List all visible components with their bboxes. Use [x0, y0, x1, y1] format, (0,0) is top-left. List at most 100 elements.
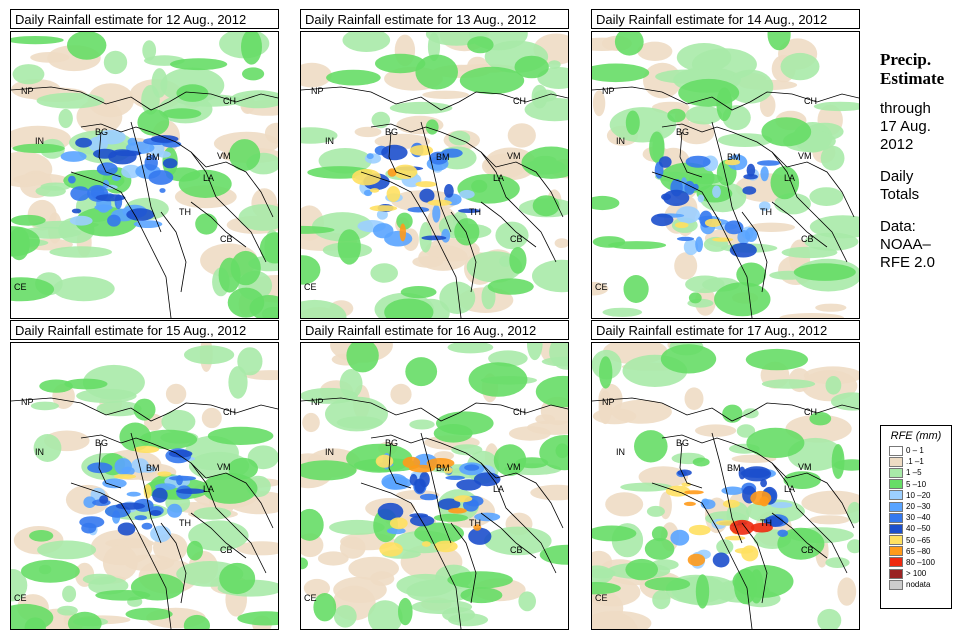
rainfall-area: [674, 222, 689, 229]
rainfall-area: [695, 236, 703, 253]
rainfall-area: [652, 590, 671, 610]
country-border: [11, 397, 170, 422]
rainfall-area: [724, 535, 746, 541]
country-border: [150, 131, 207, 168]
country-label-ce: CE: [304, 593, 317, 603]
panel-title: Daily Rainfall estimate for 14 Aug., 201…: [591, 9, 860, 29]
rainfall-area: [11, 277, 55, 302]
country-border: [495, 472, 564, 529]
country-label-cb: CB: [801, 545, 814, 555]
rainfall-area: [237, 347, 263, 376]
rainfall-area: [52, 276, 115, 302]
rainfall-area: [457, 174, 520, 204]
rainfall-area: [301, 127, 338, 144]
panel-title: Daily Rainfall estimate for 17 Aug., 201…: [591, 320, 860, 340]
rainfall-area: [780, 52, 820, 81]
rainfall-area: [704, 218, 722, 228]
rainfall-area: [102, 179, 110, 189]
legend-label: 20 –30: [906, 502, 931, 512]
rainfall-area: [677, 469, 692, 476]
rainfall-area: [554, 238, 568, 248]
rainfall-area: [11, 569, 28, 602]
rainfall-area: [113, 474, 137, 479]
rainfall-area: [96, 401, 142, 417]
rainfall-area: [683, 238, 699, 256]
rainfall-area: [779, 313, 844, 318]
rainfall-area: [241, 32, 262, 65]
rainfall-area: [161, 409, 196, 434]
map-canvas: NP CH IN BG BM VM LA TH CB CE: [11, 32, 278, 318]
rainfall-area: [532, 259, 568, 293]
country-border: [70, 171, 172, 318]
rainfall-area: [370, 263, 398, 283]
rainfall-area: [33, 434, 62, 462]
rainfall-area: [83, 496, 96, 508]
rainfall-area: [608, 241, 667, 250]
rainfall-area: [468, 527, 492, 545]
rainfall-area: [685, 105, 722, 125]
rainfall-area: [785, 414, 852, 443]
rainfall-legend: RFE (mm) 0 – 1.1 –1 1 –5 5 –10 10 –20 20 –30…: [880, 425, 952, 609]
country-border: [711, 432, 743, 544]
country-border: [771, 462, 848, 574]
rainfall-area: [237, 611, 278, 626]
rainfall-area: [133, 445, 160, 453]
map-canvas: NP CH IN BG BM VM LA TH CB CE: [592, 343, 859, 629]
legend-swatch: [889, 490, 903, 501]
rainfall-area: [448, 507, 467, 514]
rainfall-area: [40, 182, 71, 191]
panel-title: Daily Rainfall estimate for 12 Aug., 201…: [10, 9, 279, 29]
country-label-bm: BM: [727, 463, 741, 473]
country-border: [651, 171, 753, 318]
country-label-cb: CB: [220, 545, 233, 555]
legend-swatch: [889, 479, 903, 490]
panel-title: Daily Rainfall estimate for 15 Aug., 201…: [10, 320, 279, 340]
rainfall-area: [473, 524, 482, 531]
rainfall-area: [611, 399, 672, 424]
rainfall-area: [165, 383, 187, 405]
legend-item: .1 –1: [881, 456, 951, 467]
country-label-ce: CE: [304, 282, 317, 292]
rainfall-area: [386, 527, 406, 535]
rainfall-area: [592, 281, 609, 296]
legend-item: 30 –40: [881, 512, 951, 523]
rainfall-area: [471, 179, 488, 193]
country-label-la: LA: [203, 484, 214, 494]
country-border: [301, 397, 460, 422]
legend-swatch: [889, 501, 903, 512]
rainfall-area: [484, 147, 537, 181]
country-border: [190, 512, 247, 559]
rainfall-area: [592, 611, 652, 629]
rainfall-area: [712, 237, 734, 242]
rainfall-area: [422, 90, 469, 99]
rainfall-area: [69, 215, 93, 226]
country-border: [370, 123, 442, 133]
rainfall-area: [150, 525, 172, 543]
rainfall-area: [541, 356, 568, 367]
rainfall-area: [377, 502, 404, 521]
rainfall-area: [684, 490, 704, 495]
rainfall-area: [409, 464, 436, 473]
rainfall-area: [149, 510, 162, 516]
rainfall-area: [183, 614, 210, 629]
rainfall-area: [21, 559, 80, 583]
rainfall-area: [117, 522, 136, 536]
country-label-in: IN: [325, 447, 334, 457]
rainfall-area: [371, 111, 391, 129]
rainfall-area: [168, 449, 193, 458]
sidebar-heading-2: Estimate: [880, 69, 945, 88]
rainfall-area: [249, 295, 278, 318]
country-border: [205, 161, 274, 218]
country-label-np: NP: [602, 86, 615, 96]
legend-label: 40 –50: [906, 524, 931, 534]
rainfall-area: [367, 600, 403, 629]
legend-label: .1 –1: [906, 457, 924, 467]
country-label-ce: CE: [14, 282, 27, 292]
rainfall-area: [746, 427, 805, 458]
rainfall-area: [670, 529, 690, 546]
rainfall-area: [176, 475, 183, 486]
country-label-bm: BM: [436, 152, 450, 162]
legend-label: nodata: [906, 580, 931, 590]
rainfall-area: [39, 379, 73, 393]
country-label-bg: BG: [95, 438, 108, 448]
